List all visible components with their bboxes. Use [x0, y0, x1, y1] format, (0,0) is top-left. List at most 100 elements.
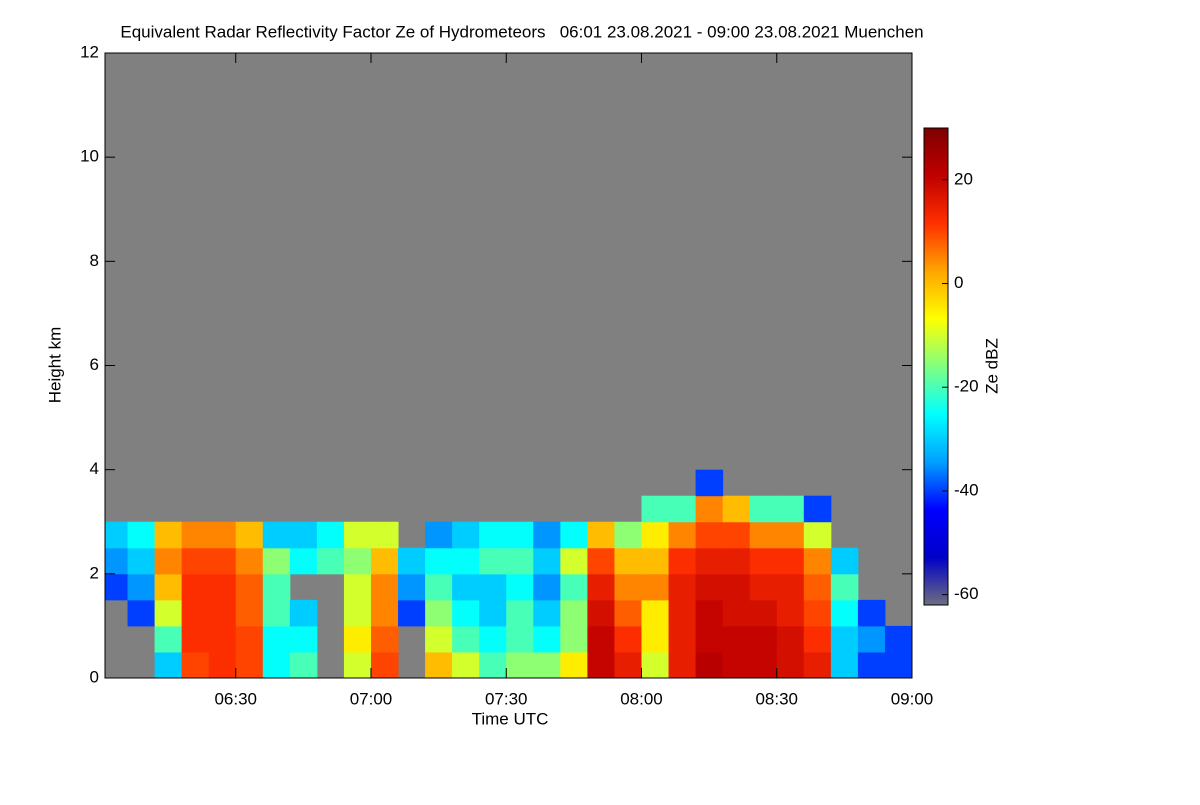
y-tick-label: 0	[90, 667, 99, 686]
heatmap-cell	[105, 521, 129, 549]
heatmap-cell	[127, 547, 156, 575]
heatmap-cell	[370, 651, 399, 678]
heatmap-cell	[181, 547, 210, 575]
heatmap-cell	[506, 521, 534, 549]
heatmap-cell	[425, 573, 453, 601]
heatmap-cell	[695, 495, 724, 523]
heatmap-cell	[668, 625, 697, 653]
heatmap-cell	[803, 547, 832, 575]
x-tick-label: 06:30	[214, 689, 257, 708]
heatmap-cell	[857, 599, 886, 627]
heatmap-cell	[668, 599, 697, 627]
heatmap-cell	[398, 599, 426, 627]
heatmap-cell	[560, 599, 588, 627]
heatmap-cell	[370, 547, 399, 575]
heatmap-cell	[830, 573, 859, 601]
heatmap-cell	[262, 599, 291, 627]
heatmap-cell	[830, 547, 859, 575]
heatmap-cell	[857, 651, 886, 678]
heatmap-cell	[749, 573, 778, 601]
heatmap-cell	[208, 651, 237, 678]
heatmap-cell	[614, 599, 642, 627]
heatmap-cell	[533, 521, 561, 549]
heatmap-cell	[343, 573, 372, 601]
colorbar-label: Ze dBZ	[982, 338, 1001, 394]
heatmap-cell	[262, 547, 291, 575]
heatmap-cell	[506, 625, 534, 653]
heatmap-cell	[668, 651, 697, 678]
heatmap-cell	[235, 547, 264, 575]
heatmap-cell	[803, 599, 832, 627]
colorbar-tick-label: -40	[954, 480, 979, 499]
heatmap-cell	[506, 573, 534, 601]
heatmap-cell	[208, 599, 237, 627]
heatmap-cell	[127, 573, 156, 601]
heatmap-cell	[830, 599, 859, 627]
heatmap-cell	[235, 651, 264, 678]
heatmap-cell	[479, 573, 507, 601]
heatmap-cell	[641, 625, 670, 653]
heatmap-cell	[533, 599, 561, 627]
heatmap-cell	[776, 495, 805, 523]
heatmap-cell	[154, 521, 183, 549]
heatmap-cell	[695, 625, 724, 653]
heatmap-cell	[154, 573, 183, 601]
heatmap-cell	[154, 599, 183, 627]
heatmap-cell	[154, 547, 183, 575]
heatmap-cell	[398, 547, 426, 575]
heatmap-cell	[695, 573, 724, 601]
heatmap-cell	[884, 625, 912, 653]
heatmap-cell	[262, 625, 291, 653]
heatmap-cell	[127, 521, 156, 549]
colorbar-tick-label: 20	[954, 169, 973, 188]
heatmap-cell	[316, 547, 345, 575]
y-tick-label: 6	[90, 355, 99, 374]
heatmap-cell	[722, 521, 751, 549]
y-tick-label: 2	[90, 563, 99, 582]
heatmap-cell	[452, 521, 480, 549]
heatmap-cell	[533, 573, 561, 601]
heatmap-cell	[533, 625, 561, 653]
heatmap-cell	[452, 547, 480, 575]
heatmap-cell	[154, 651, 183, 678]
heatmap-cell	[533, 547, 561, 575]
heatmap-cell	[533, 651, 561, 678]
heatmap-cell	[479, 521, 507, 549]
heatmap-cell	[749, 495, 778, 523]
heatmap-cell	[614, 521, 642, 549]
colorbar-tick-label: -20	[954, 377, 979, 396]
heatmap-cell	[208, 521, 237, 549]
heatmap-cell	[641, 651, 670, 678]
heatmap-cell	[803, 521, 832, 549]
heatmap-cell	[105, 547, 129, 575]
heatmap-cell	[208, 625, 237, 653]
heatmap-cell	[370, 625, 399, 653]
heatmap-cell	[722, 547, 751, 575]
heatmap-cell	[776, 547, 805, 575]
heatmap-cell	[749, 651, 778, 678]
heatmap-cell	[479, 547, 507, 575]
heatmap-cell	[479, 625, 507, 653]
heatmap-cell	[641, 521, 670, 549]
heatmap-cell	[452, 625, 480, 653]
heatmap-cell	[370, 599, 399, 627]
heatmap-cell	[641, 495, 670, 523]
heatmap-cell	[776, 521, 805, 549]
heatmap-cell	[776, 625, 805, 653]
x-tick-label: 09:00	[891, 689, 934, 708]
heatmap-cell	[722, 625, 751, 653]
heatmap-cell	[289, 625, 318, 653]
heatmap-cell	[560, 651, 588, 678]
heatmap-cell	[749, 521, 778, 549]
heatmap-cell	[506, 547, 534, 575]
chart-title: Equivalent Radar Reflectivity Factor Ze …	[120, 22, 923, 41]
heatmap-cell	[560, 521, 588, 549]
heatmap-cell	[370, 521, 399, 549]
heatmap-cell	[127, 599, 156, 627]
heatmap-cell	[560, 625, 588, 653]
heatmap-cell	[289, 547, 318, 575]
x-tick-label: 07:30	[485, 689, 528, 708]
heatmap-cell	[425, 625, 453, 653]
heatmap-cell	[614, 547, 642, 575]
heatmap-cell	[749, 625, 778, 653]
